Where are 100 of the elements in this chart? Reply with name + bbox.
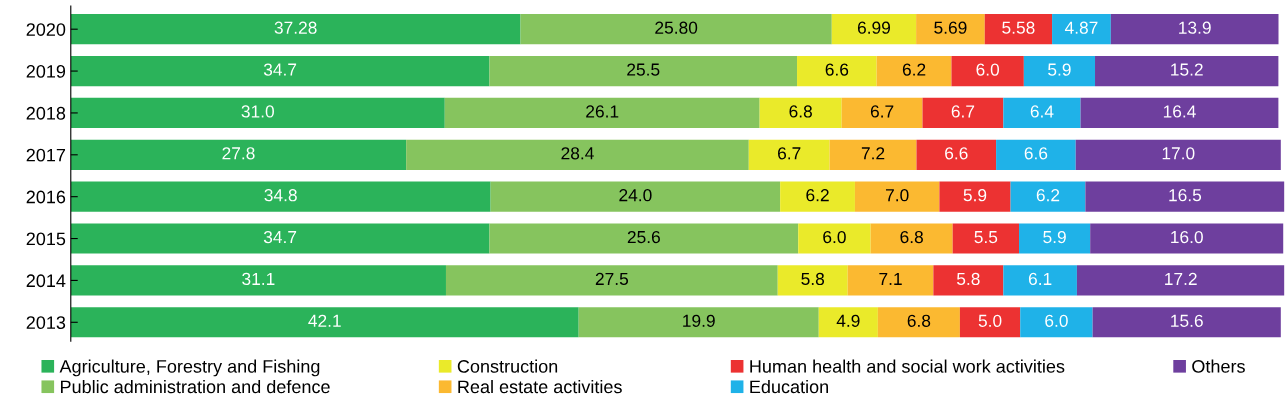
bar bbox=[996, 139, 1076, 170]
data-label: 6.0 bbox=[823, 230, 846, 244]
bar bbox=[489, 223, 799, 254]
bar bbox=[1023, 55, 1096, 87]
bar bbox=[831, 14, 917, 45]
bar bbox=[916, 139, 997, 170]
y-tick-label: 2017 bbox=[26, 148, 66, 162]
bar bbox=[1110, 14, 1279, 45]
data-label: 6.6 bbox=[945, 147, 968, 160]
data-label: 6.2 bbox=[806, 189, 829, 202]
data-label: 19.9 bbox=[683, 314, 715, 327]
data-label: 31.0 bbox=[241, 105, 274, 118]
legend-label: Public administration and defence bbox=[61, 379, 330, 394]
data-label: 13.9 bbox=[1179, 21, 1211, 34]
data-label: 5.9 bbox=[963, 189, 987, 202]
bar bbox=[1010, 181, 1086, 212]
bar bbox=[1003, 265, 1077, 296]
bar bbox=[854, 181, 940, 212]
bar bbox=[406, 139, 749, 170]
bar bbox=[445, 265, 778, 296]
data-label: 5.58 bbox=[1002, 21, 1035, 34]
data-label: 6.0 bbox=[1045, 314, 1068, 327]
data-label: 6.7 bbox=[778, 147, 801, 160]
bar bbox=[780, 181, 855, 212]
legend-label: Others bbox=[1192, 359, 1245, 373]
bar bbox=[1090, 223, 1284, 254]
data-label: 6.8 bbox=[789, 105, 812, 118]
data-label: 28.4 bbox=[561, 147, 594, 160]
data-label: 6.8 bbox=[907, 314, 931, 327]
y-tick-label: 2019 bbox=[26, 65, 66, 78]
bar bbox=[916, 14, 985, 45]
data-label: 6.7 bbox=[870, 105, 894, 118]
data-label: 6.4 bbox=[1030, 105, 1054, 118]
bar bbox=[1075, 139, 1281, 170]
data-label: 7.1 bbox=[879, 272, 902, 285]
data-label: 17.2 bbox=[1165, 272, 1197, 285]
y-tick-label: 2018 bbox=[26, 106, 66, 120]
bar bbox=[829, 139, 917, 170]
legend-label: Human health and social work activities bbox=[750, 359, 1065, 373]
data-label: 5.9 bbox=[1048, 63, 1071, 76]
bar bbox=[70, 97, 445, 129]
bar bbox=[1052, 14, 1111, 45]
data-label: 5.69 bbox=[934, 21, 967, 34]
data-label: 15.2 bbox=[1171, 63, 1203, 76]
bar bbox=[70, 55, 490, 87]
data-label: 16.4 bbox=[1163, 105, 1196, 118]
bar bbox=[1003, 97, 1081, 129]
bar bbox=[70, 223, 490, 254]
data-label: 4.87 bbox=[1064, 21, 1098, 34]
bar bbox=[939, 181, 1011, 212]
bar bbox=[818, 307, 878, 338]
bar bbox=[70, 307, 579, 338]
bar bbox=[933, 265, 1004, 296]
bar bbox=[922, 97, 1004, 129]
bar bbox=[870, 223, 953, 254]
bar bbox=[70, 14, 521, 45]
data-label: 34.7 bbox=[263, 230, 297, 244]
data-label: 7.0 bbox=[885, 189, 909, 202]
data-label: 17.0 bbox=[1162, 147, 1195, 160]
data-label: 25.6 bbox=[627, 230, 660, 244]
bar bbox=[748, 139, 830, 170]
data-label: 6.6 bbox=[1024, 147, 1048, 160]
bar bbox=[797, 55, 877, 87]
data-label: 6.1 bbox=[1028, 272, 1052, 286]
bar bbox=[984, 14, 1053, 45]
bar bbox=[444, 97, 760, 129]
data-label: 25.5 bbox=[627, 63, 660, 76]
data-label: 6.2 bbox=[1036, 189, 1060, 202]
data-label: 27.8 bbox=[222, 147, 255, 160]
data-label: 5.5 bbox=[974, 231, 998, 244]
bar bbox=[1085, 181, 1285, 212]
bar bbox=[876, 55, 952, 87]
data-label: 26.1 bbox=[586, 105, 619, 118]
data-label: 27.5 bbox=[595, 272, 629, 286]
bar bbox=[1095, 55, 1279, 87]
bar bbox=[70, 265, 446, 296]
bar bbox=[959, 307, 1021, 338]
bar bbox=[1080, 97, 1279, 129]
bar bbox=[490, 181, 781, 212]
data-label: 6.2 bbox=[902, 63, 926, 76]
bar bbox=[952, 223, 1020, 254]
bar bbox=[847, 265, 934, 296]
bar bbox=[1076, 265, 1285, 296]
y-tick-label: 2015 bbox=[26, 232, 66, 246]
data-label: 6.6 bbox=[825, 63, 849, 76]
bar bbox=[777, 265, 848, 296]
bar bbox=[520, 14, 832, 45]
bar bbox=[759, 97, 842, 129]
data-label: 16.0 bbox=[1171, 230, 1203, 244]
data-label: 5.9 bbox=[1043, 230, 1066, 244]
y-tick-label: 2013 bbox=[26, 316, 66, 330]
data-label: 5.0 bbox=[978, 314, 1002, 327]
bar bbox=[70, 139, 407, 170]
data-label: 6.0 bbox=[976, 63, 1000, 76]
bar bbox=[951, 55, 1024, 87]
data-label: 24.0 bbox=[619, 189, 652, 202]
data-label: 6.7 bbox=[951, 105, 975, 118]
legend-label: Construction bbox=[457, 359, 558, 373]
data-label: 42.1 bbox=[308, 314, 341, 327]
data-label: 37.28 bbox=[274, 21, 317, 34]
